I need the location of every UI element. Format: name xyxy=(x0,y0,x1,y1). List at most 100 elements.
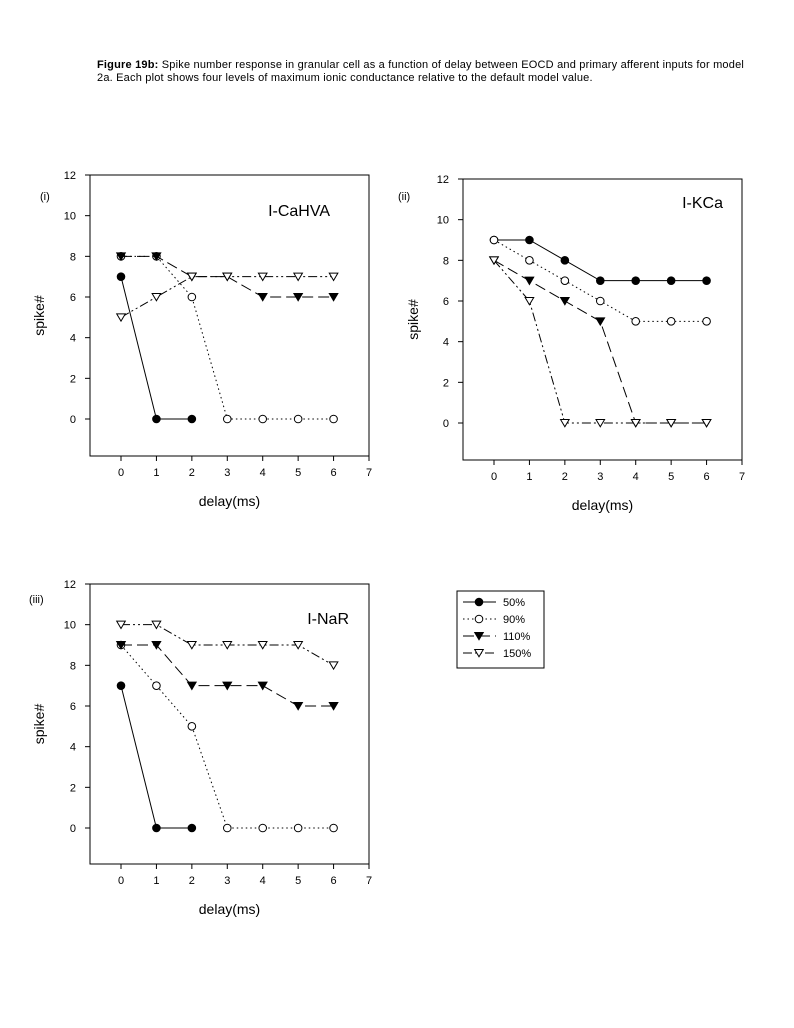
data-point xyxy=(186,641,198,650)
data-point xyxy=(222,681,233,691)
y-tick-label: 2 xyxy=(70,373,76,385)
data-point xyxy=(257,681,268,691)
x-tick-label: 5 xyxy=(295,875,301,887)
data-point xyxy=(151,252,162,262)
panel-title: I-CaHVA xyxy=(268,203,330,220)
data-point xyxy=(151,620,162,630)
x-tick-label: 2 xyxy=(189,875,195,887)
series-90pct xyxy=(116,252,338,424)
y-axis-label: spike# xyxy=(405,299,421,340)
data-point xyxy=(702,317,711,326)
y-tick-label: 4 xyxy=(443,337,449,349)
data-point xyxy=(474,614,484,624)
data-point xyxy=(630,419,641,428)
x-tick-label: 3 xyxy=(224,875,230,887)
data-point xyxy=(187,722,197,731)
data-point xyxy=(292,641,304,650)
series-150pct xyxy=(115,272,339,323)
data-point xyxy=(186,272,198,282)
data-point xyxy=(258,414,268,424)
data-point xyxy=(489,235,499,245)
x-axis-label: delay(ms) xyxy=(572,497,633,513)
panel-label: (ii) xyxy=(398,191,410,203)
x-tick-label: 4 xyxy=(260,875,266,887)
y-tick-label: 2 xyxy=(70,782,76,794)
x-tick-label: 3 xyxy=(597,471,603,483)
y-axis-label: spike# xyxy=(31,295,47,336)
series-50pct xyxy=(116,681,197,833)
series-line xyxy=(120,685,192,829)
caption-text: Spike number response in granular cell a… xyxy=(97,59,745,84)
caption-label: Figure 19b: xyxy=(97,59,159,71)
data-point xyxy=(115,641,127,650)
series-line xyxy=(121,644,334,707)
y-tick-label: 10 xyxy=(64,211,76,223)
legend-label: 110% xyxy=(503,631,531,643)
x-tick-label: 2 xyxy=(189,467,195,479)
data-point xyxy=(222,414,232,424)
data-point xyxy=(186,681,198,691)
data-point xyxy=(595,419,606,428)
data-point xyxy=(328,661,339,671)
x-tick-label: 0 xyxy=(118,467,124,479)
data-point xyxy=(666,276,676,285)
data-point xyxy=(222,641,233,650)
data-point xyxy=(292,702,304,711)
data-point xyxy=(152,681,161,690)
data-point xyxy=(115,313,127,323)
x-tick-label: 0 xyxy=(118,875,124,887)
data-point xyxy=(701,419,712,428)
data-point xyxy=(560,276,570,285)
y-tick-label: 8 xyxy=(70,660,76,672)
x-tick-label: 7 xyxy=(366,467,372,479)
data-point xyxy=(525,235,534,245)
figure-caption: Figure 19b: Spike number response in gra… xyxy=(97,59,752,85)
data-point xyxy=(473,649,485,658)
x-tick-label: 7 xyxy=(739,471,745,483)
data-point xyxy=(293,414,303,424)
data-point xyxy=(187,414,197,424)
series-150pct xyxy=(488,256,712,428)
plot-frame xyxy=(462,178,743,461)
series-110pct xyxy=(115,641,339,711)
data-point xyxy=(631,276,641,285)
data-point xyxy=(187,823,197,833)
y-tick-label: 10 xyxy=(64,620,76,632)
legend-label: 90% xyxy=(503,614,525,626)
y-tick-label: 8 xyxy=(443,255,449,267)
data-point xyxy=(665,419,677,428)
data-point xyxy=(151,293,162,302)
legend-item: 90% xyxy=(463,614,525,626)
y-tick-label: 10 xyxy=(437,215,449,227)
data-point xyxy=(115,620,127,630)
x-tick-label: 5 xyxy=(668,471,674,483)
panel-title: I-KCa xyxy=(682,195,723,212)
data-point xyxy=(595,296,605,306)
plot-frame xyxy=(89,174,370,457)
series-90pct xyxy=(489,235,711,326)
series-line xyxy=(120,644,334,829)
legend-label: 50% xyxy=(503,597,525,609)
series-90pct xyxy=(116,640,338,833)
data-point xyxy=(525,256,534,265)
data-point xyxy=(559,419,571,428)
panel-label: (iii) xyxy=(29,594,44,606)
data-point xyxy=(258,823,268,833)
legend-item: 110% xyxy=(463,631,531,643)
data-point xyxy=(222,823,232,833)
y-tick-label: 6 xyxy=(70,292,76,304)
data-point xyxy=(257,272,268,282)
x-tick-label: 4 xyxy=(633,471,639,483)
data-point xyxy=(116,272,126,281)
y-tick-label: 6 xyxy=(443,296,449,308)
data-point xyxy=(559,297,571,306)
x-tick-label: 6 xyxy=(331,875,337,887)
x-tick-label: 6 xyxy=(704,471,710,483)
data-point xyxy=(293,823,303,833)
y-axis-label: spike# xyxy=(31,704,47,745)
data-point xyxy=(329,823,338,833)
panel-title: I-NaR xyxy=(307,611,349,628)
data-point xyxy=(115,252,127,262)
